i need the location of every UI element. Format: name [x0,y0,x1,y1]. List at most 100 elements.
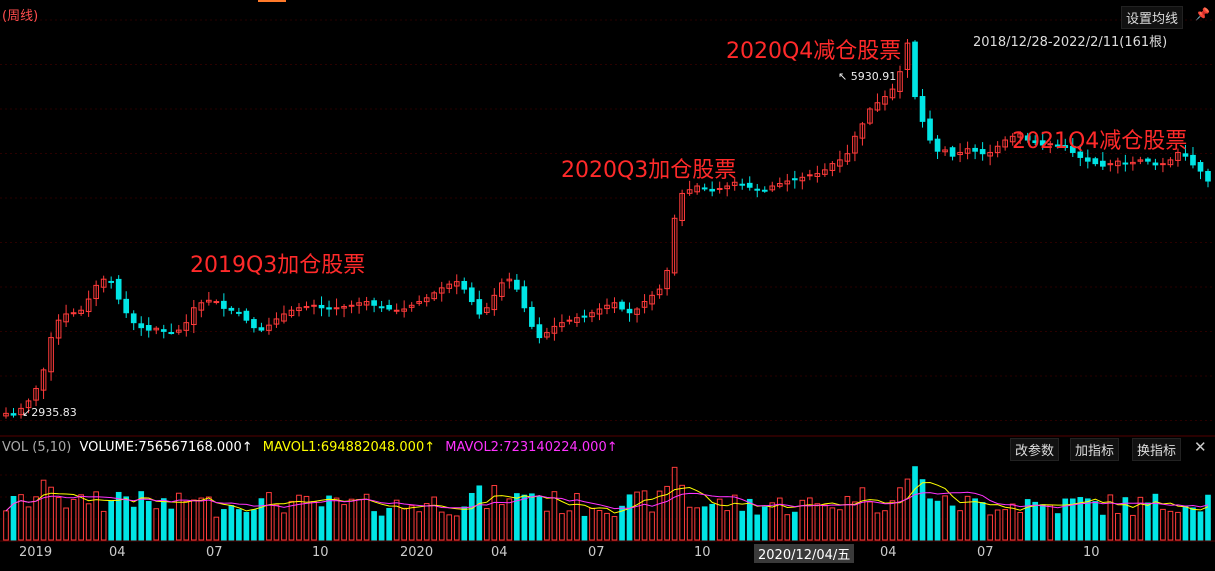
candle-body [318,304,325,309]
candle-body [949,147,956,157]
volume-bar [731,494,738,541]
volume-bar [829,507,836,541]
volume-bar [446,514,453,541]
volume-bar [934,500,941,541]
candle-body [393,309,400,312]
candle-body [1107,163,1114,166]
volume-bar [521,494,528,541]
volume-bar [754,514,761,541]
candle-body [919,96,926,122]
candle-body [348,304,355,307]
volume-bar [123,496,130,541]
volume-bar [498,504,505,541]
candle-body [701,187,708,190]
volume-bar [634,491,640,541]
candle-body [611,302,618,309]
volume-bar [138,491,145,541]
candle-body [33,388,39,401]
volume-bar [311,501,317,541]
candle-body [859,123,866,139]
volume-bar [363,493,370,541]
volume-value: VOLUME:756567168.000↑ [79,440,253,455]
volume-bar [574,493,580,541]
add-indicator-button[interactable]: 加指标 [1070,438,1120,461]
volume-bar [536,496,543,541]
candle-body [153,327,160,331]
candle-body [844,153,851,162]
volume-bar [656,490,663,541]
candle-body [356,302,362,306]
candle-body [175,329,182,333]
x-tick-cursor-date: 2020/12/04/五 [754,544,855,563]
volume-bar [318,506,325,541]
volume-bar [78,494,84,541]
volume-bar [168,508,175,541]
price-candles [3,38,1211,419]
volume-bar [183,500,190,541]
volume-ma-lines [5,481,1209,514]
close-icon[interactable]: ✕ [1194,438,1207,456]
volume-bars [3,466,1211,541]
candle-body [48,337,54,373]
candle-body [25,400,32,409]
candle-body [213,301,220,304]
candle-body [671,217,678,274]
candle-body [168,332,175,335]
set-ma-button[interactable]: 设置均线 [1121,6,1184,29]
candle-body [822,169,828,175]
candle-body [408,304,415,308]
volume-bar [100,510,107,541]
volume-bar [1032,501,1039,541]
volume-bar [273,504,280,541]
candle-body [281,313,287,322]
candle-body [251,319,257,329]
candle-body [476,299,483,315]
candle-body [100,278,107,288]
candle-body [221,300,227,309]
pin-icon[interactable]: 📌 [1195,7,1210,21]
candle-body [889,88,896,99]
candle-body [867,108,873,124]
x-tick-2020: 2020 [400,545,434,560]
candle-body [296,307,302,312]
volume-bar [776,497,783,541]
x-tick-2019: 2019 [19,545,53,560]
candle-body [3,412,9,417]
candle-body [957,151,963,156]
candle-body [942,149,948,153]
candle-body [341,306,347,309]
x-tick-04b: 04 [491,545,508,560]
volume-bar [468,492,475,541]
volume-bar [206,496,212,541]
candle-body [115,278,122,300]
candle-body [626,308,633,314]
volume-bar [1047,504,1054,541]
candle-body [78,309,84,314]
volume-bar [671,466,678,541]
switch-indicator-button[interactable]: 换指标 [1132,438,1182,461]
volume-bar [1039,504,1046,541]
candle-body [288,309,295,317]
candle-body [686,189,693,194]
candle-body [10,413,17,416]
volume-bar [348,498,355,541]
volume-bar [844,495,851,541]
candle-body [514,279,520,290]
volume-bar [897,487,903,541]
candle-body [716,187,723,190]
candle-body [694,185,700,193]
candle-body [190,307,197,326]
volume-bar [807,497,813,541]
volume-bar [461,506,468,541]
edit-params-button[interactable]: 改参数 [1010,438,1060,461]
low-value: 2935.83 [31,406,77,419]
volume-bar [160,498,167,541]
volume-bar [822,504,828,541]
volume-header: VOL (5,10) VOLUME:756567168.000↑ MAVOL1:… [2,440,618,455]
volume-bar [1024,499,1031,541]
volume-bar [791,511,798,541]
candle-body [852,135,858,154]
candle-body [1009,135,1016,143]
candle-body [228,307,235,311]
